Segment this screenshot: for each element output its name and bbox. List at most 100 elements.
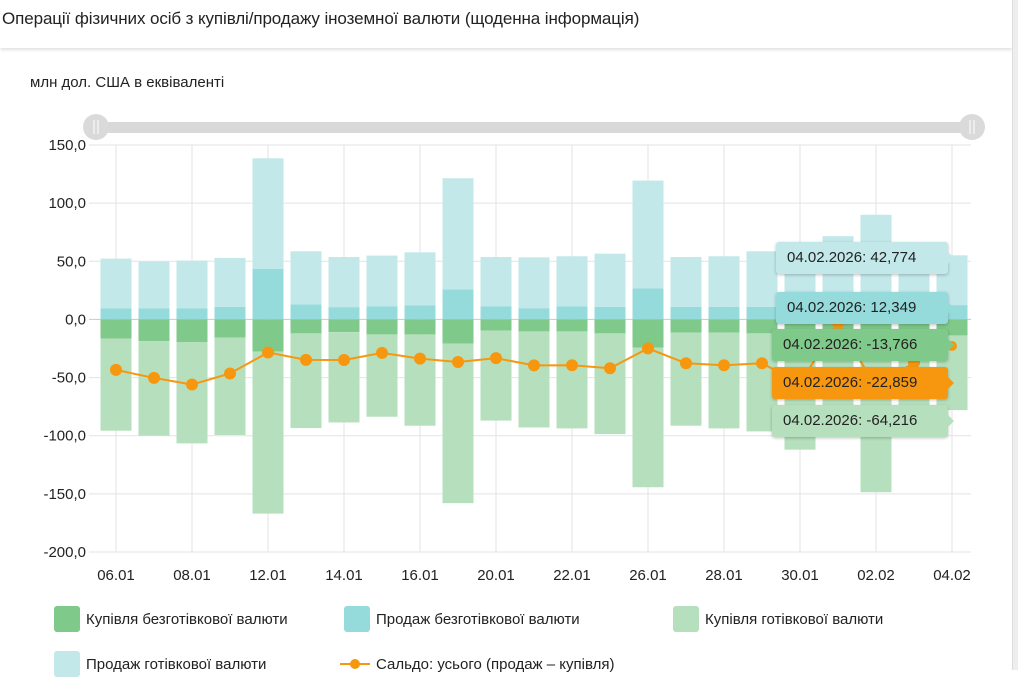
x-tick-label: 30.01 [781, 567, 819, 584]
bar-cash-purchase [290, 333, 322, 429]
bar-cash-sale [594, 253, 626, 307]
bar-cashless-sale [442, 289, 474, 320]
range-navigator-track[interactable] [96, 122, 972, 133]
bar-cashless-sale [670, 306, 702, 320]
x-tick-label: 04.02 [933, 567, 971, 584]
bar-cash-purchase [632, 347, 664, 488]
bar-cashless-purchase [594, 319, 626, 334]
bar-cashless-sale [404, 305, 436, 320]
bar-cash-sale [214, 257, 246, 307]
legend-item-cash-purchase[interactable]: Купівля готівкової валюти [673, 605, 883, 633]
legend-item-cashless-sale[interactable]: Продаж безготівкової валюти [344, 605, 580, 633]
bar-cash-purchase [252, 351, 284, 514]
bar-cash-sale [290, 251, 322, 305]
x-tick-label: 28.01 [705, 567, 743, 584]
bar-cashless-purchase [328, 319, 360, 333]
x-tick-label: 12.01 [249, 567, 287, 584]
saldo-point [604, 362, 616, 375]
legend-label: Продаж безготівкової валюти [376, 610, 580, 628]
saldo-point [300, 353, 312, 366]
x-tick-label: 16.01 [401, 567, 439, 584]
x-tick-label: 22.01 [553, 567, 591, 584]
bar-cashless-sale [290, 304, 322, 320]
legend-item-cashless-purchase[interactable]: Купівля безготівкової валюти [54, 605, 288, 633]
legend-item-cash-sale[interactable]: Продаж готівкової валюти [54, 650, 266, 678]
bar-cash-sale [708, 256, 740, 307]
bar-cash-purchase [214, 337, 246, 436]
tooltip-cash-sale: 04.02.2026: 42,774 [776, 242, 954, 274]
bar-cash-sale [670, 256, 702, 307]
saldo-point [376, 346, 388, 359]
bar-cashless-sale [176, 308, 208, 320]
legend-swatch [54, 651, 80, 677]
legend-label: Продаж готівкової валюти [86, 655, 267, 673]
saldo-point [566, 359, 578, 372]
bar-cash-sale [632, 180, 664, 289]
legend-swatch [54, 606, 80, 632]
x-tick-label: 08.01 [173, 567, 211, 584]
bar-cash-purchase [594, 333, 626, 435]
legend-swatch [673, 606, 699, 632]
bar-cashless-purchase [252, 319, 284, 352]
tooltip-cashless-purchase: 04.02.2026: -13,766 [772, 329, 954, 361]
bar-cash-purchase [518, 331, 550, 428]
saldo-point [186, 378, 198, 391]
x-tick-label: 06.01 [97, 567, 135, 584]
bar-cashless-sale [214, 306, 246, 320]
saldo-point [490, 352, 502, 365]
bar-cash-purchase [328, 332, 360, 423]
bar-cash-purchase [708, 332, 740, 429]
bar-cash-purchase [366, 334, 398, 417]
legend-line-marker [340, 651, 370, 677]
x-tick-label: 02.02 [857, 567, 895, 584]
y-tick-label: -100,0 [43, 428, 86, 445]
bar-cashless-sale [100, 308, 132, 320]
legend-item-saldo[interactable]: Сальдо: усього (продаж – купівля) [340, 650, 614, 678]
saldo-point [756, 357, 768, 370]
bar-cash-sale [404, 252, 436, 306]
page-header: Операції фізичних осіб з купівлі/продажу… [0, 0, 1012, 48]
bar-cashless-sale [632, 288, 664, 320]
y-tick-label: -200,0 [43, 544, 86, 561]
legend-swatch [344, 606, 370, 632]
saldo-point [262, 346, 274, 359]
bar-cashless-purchase [176, 319, 208, 342]
range-handle-left[interactable] [83, 114, 109, 140]
bar-cashless-purchase [290, 319, 322, 334]
bar-cashless-purchase [138, 319, 170, 342]
range-handle-right[interactable] [959, 114, 985, 140]
bar-cash-sale [518, 257, 550, 309]
y-tick-label: 150,0 [48, 137, 86, 154]
range-navigator[interactable] [83, 114, 985, 140]
bar-cashless-purchase [556, 319, 588, 332]
scrollbar[interactable] [1012, 0, 1018, 670]
bar-cashless-sale [746, 306, 778, 320]
tooltip-cash-purchase: 04.02.2026: -64,216 [772, 405, 954, 437]
saldo-point [680, 357, 692, 370]
saldo-point [718, 359, 730, 372]
bar-cash-purchase [404, 334, 436, 426]
legend-label: Купівля готівкової валюти [705, 610, 884, 628]
bar-cashless-sale [480, 306, 512, 320]
bar-cash-sale [556, 256, 588, 307]
bar-cashless-sale [518, 308, 550, 320]
bar-cashless-purchase [746, 319, 778, 334]
saldo-point [528, 359, 540, 372]
bar-cashless-purchase [404, 319, 436, 335]
y-axis-unit-label: млн дол. США в еквіваленті [30, 74, 225, 91]
y-tick-label: 100,0 [48, 195, 86, 212]
y-tick-label: 0,0 [65, 311, 86, 328]
x-tick-label: 26.01 [629, 567, 667, 584]
bar-cash-sale [328, 256, 360, 308]
bar-cash-purchase [480, 330, 512, 421]
saldo-point [452, 355, 464, 368]
tooltip-saldo: 04.02.2026: -22,859 [772, 367, 954, 399]
bar-cash-sale [480, 256, 512, 307]
tooltip-cashless-sale: 04.02.2026: 12,349 [776, 292, 954, 324]
saldo-point [148, 371, 160, 384]
bar-cashless-sale [328, 307, 360, 320]
bar-cash-purchase [100, 338, 132, 431]
bar-cash-sale [176, 260, 208, 309]
bar-cashless-sale [594, 306, 626, 320]
bar-cash-sale [252, 158, 284, 269]
